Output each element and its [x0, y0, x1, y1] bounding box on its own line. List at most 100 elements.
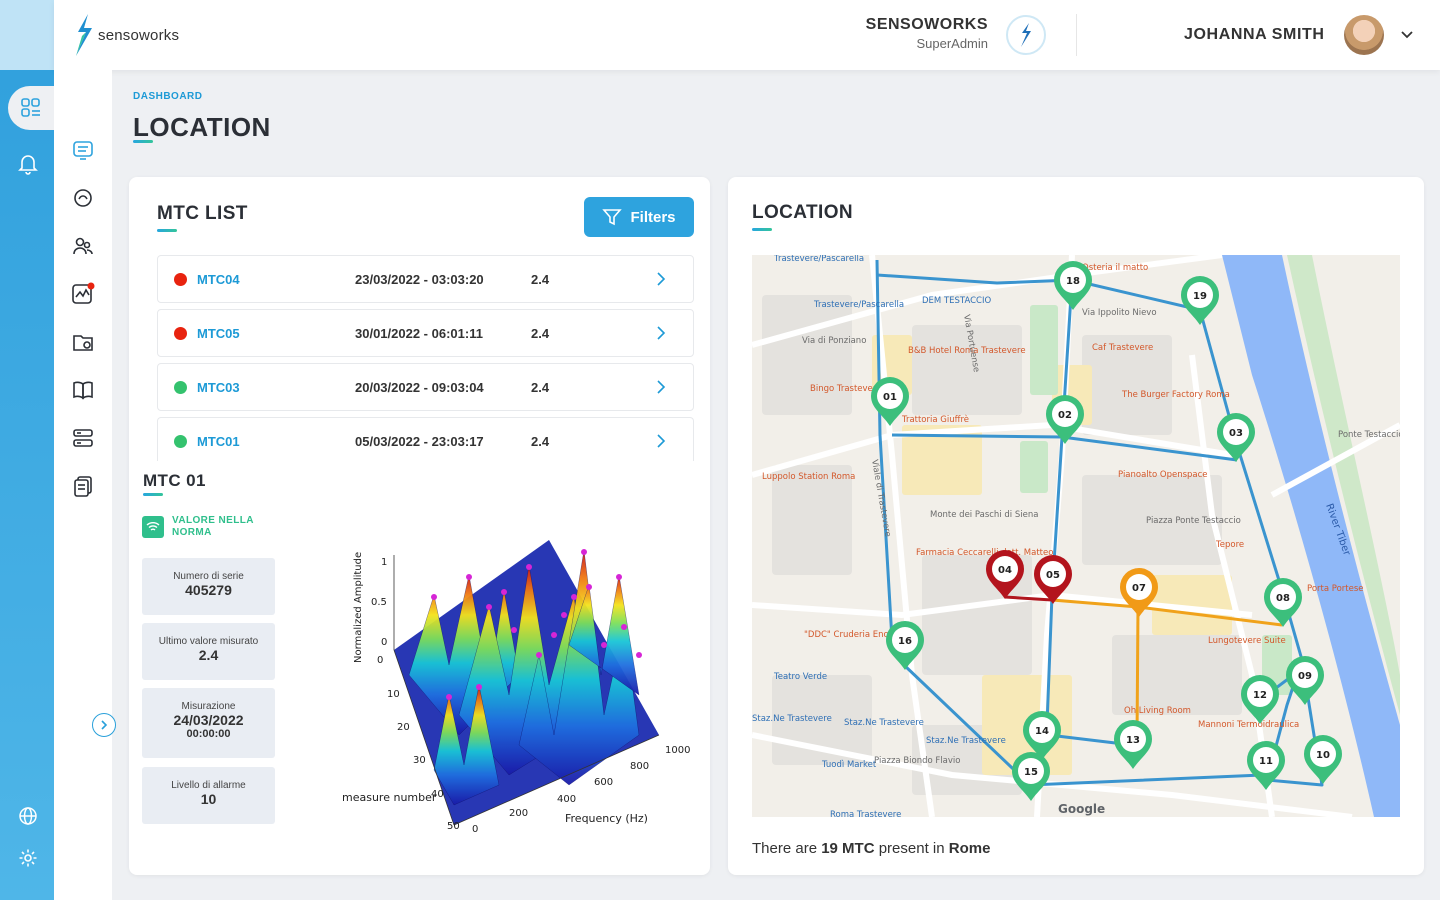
rail-top-area: [0, 0, 54, 70]
sidebar-item-analytics[interactable]: [71, 282, 95, 306]
notifications-nav-button[interactable]: [16, 152, 40, 176]
map-pin-08[interactable]: 08: [1264, 578, 1302, 627]
map-pin-12[interactable]: 12: [1241, 675, 1279, 724]
chevron-right-icon: [657, 326, 666, 340]
map-pin-04[interactable]: 04: [986, 550, 1024, 599]
map-place-label: Osteria il matto: [1082, 263, 1148, 273]
organization-badge[interactable]: [1006, 15, 1046, 55]
chevron-right-icon: [101, 720, 108, 730]
user-name[interactable]: JOHANNA SMITH: [1184, 26, 1325, 43]
map-pin-label: 08: [1276, 593, 1290, 604]
plot-ylabel: Normalized Amplitude: [353, 552, 364, 663]
map-place-label: Tepore: [1215, 540, 1244, 550]
list-item[interactable]: MTC05 30/01/2022 - 06:01:11 2.4: [157, 309, 694, 357]
mtc-list-underline: [157, 229, 177, 232]
map-canvas[interactable]: Trastevere/Pascarella Trastevere/Pascarel…: [752, 255, 1400, 817]
list-item[interactable]: MTC03 20/03/2022 - 09:03:04 2.4: [157, 363, 694, 411]
map-view[interactable]: Trastevere/Pascarella Trastevere/Pascarel…: [752, 255, 1400, 817]
map-pin-09[interactable]: 09: [1286, 656, 1324, 705]
sidebar-item-docs[interactable]: [71, 378, 95, 402]
map-place-label: Farmacia Ceccarelli dott. Matteo: [916, 548, 1053, 558]
title-underline: [133, 140, 153, 143]
gear-icon: [19, 849, 37, 867]
breadcrumb[interactable]: DASHBOARD: [133, 91, 203, 102]
sidebar-item-folders[interactable]: [71, 330, 95, 354]
dashboard-nav-button[interactable]: [8, 86, 54, 130]
list-item[interactable]: MTC01 05/03/2022 - 23:03:17 2.4: [157, 417, 694, 461]
map-place-label: The Burger Factory Roma: [1121, 390, 1230, 400]
map-pin-07[interactable]: 07: [1120, 568, 1158, 617]
filters-button[interactable]: Filters: [584, 197, 694, 237]
map-pin-16[interactable]: 16: [886, 620, 924, 670]
map-pin-label: 11: [1259, 756, 1273, 767]
measure-tick: 20: [397, 722, 410, 733]
status-dot: [174, 381, 187, 394]
chevron-right-icon: [657, 434, 666, 448]
chevron-down-icon: [1401, 31, 1413, 39]
sidebar-item-reports[interactable]: [71, 474, 95, 498]
map-pin-label: 05: [1046, 570, 1060, 581]
language-nav-button[interactable]: [16, 804, 40, 828]
list-item[interactable]: MTC04 23/03/2022 - 03:03:20 2.4: [157, 255, 694, 303]
map-pin-15[interactable]: 15: [1012, 752, 1050, 801]
map-place-label: Lungotevere Suite: [1208, 636, 1286, 646]
location-title: LOCATION: [752, 202, 854, 223]
mtc-name: MTC05: [197, 326, 240, 341]
settings-nav-button[interactable]: [16, 846, 40, 870]
map-place-label: Tuodì Market: [821, 760, 877, 770]
location-card: LOCATION: [728, 177, 1424, 875]
sidebar-item-monitor[interactable]: [71, 138, 95, 162]
measure-tick: 0: [377, 655, 383, 666]
sidebar-item-users[interactable]: [71, 234, 95, 258]
map-pin-05[interactable]: 05: [1034, 555, 1072, 604]
sidebar-item-servers[interactable]: [71, 426, 95, 450]
status-text: VALORE NELLA NORMA: [172, 515, 254, 538]
map-pin-label: 16: [898, 636, 912, 647]
mtc-date: 23/03/2022 - 03:03:20: [355, 272, 484, 287]
map-place-label: Mannoni Termoidraulica: [1198, 720, 1299, 730]
detail-title: MTC 01: [143, 471, 206, 490]
mtc-name: MTC03: [197, 380, 240, 395]
map-summary: There are 19 MTC present in Rome: [752, 840, 990, 857]
status-dot: [174, 435, 187, 448]
mtc-name: MTC04: [197, 272, 240, 287]
map-place-label: B&B Hotel Roma Trastevere: [908, 346, 1026, 356]
map-pin-13[interactable]: 13: [1114, 720, 1152, 769]
avatar[interactable]: [1344, 15, 1384, 55]
map-place-label: Bingo Trastevere: [810, 384, 881, 394]
status-dot: [174, 273, 187, 286]
map-pin-14[interactable]: 14: [1023, 711, 1061, 760]
map-pin-label: 12: [1253, 690, 1267, 701]
organization-role: SuperAdmin: [916, 36, 988, 51]
map-pin-label: 09: [1298, 671, 1312, 682]
map-pin-02[interactable]: 02: [1046, 395, 1084, 444]
map-pin-11[interactable]: 11: [1247, 741, 1285, 790]
map-place-label: Google: [1058, 802, 1105, 816]
measurement-box: Misurazione 24/03/2022 00:00:00: [142, 688, 275, 758]
map-pin-label: 02: [1058, 410, 1072, 421]
map-pin-label: 15: [1024, 767, 1038, 778]
map-place-label: Luppolo Station Roma: [762, 472, 855, 482]
map-pin-19[interactable]: 19: [1181, 276, 1219, 325]
map-place-label: Trastevere/Pascarella: [773, 255, 864, 264]
top-header: sensoworks SENSOWORKS SuperAdmin JOHANNA…: [54, 0, 1440, 70]
amp-tick: 1: [381, 557, 387, 568]
mtc-name: MTC01: [197, 434, 240, 449]
map-pin-10[interactable]: 10: [1304, 735, 1342, 784]
amp-tick: 0.5: [371, 597, 387, 608]
stat-label: Misurazione: [181, 701, 236, 712]
map-pin-01[interactable]: 01: [871, 377, 909, 426]
user-menu-toggle[interactable]: [1400, 27, 1414, 46]
chevron-right-icon: [657, 272, 666, 286]
expand-sidebar-button[interactable]: [92, 713, 116, 737]
map-pin-label: 07: [1132, 583, 1146, 594]
documents-icon: [74, 476, 92, 497]
map-pin-18[interactable]: 18: [1054, 261, 1092, 310]
sidebar-item-structures[interactable]: [71, 186, 95, 210]
summary-city: Rome: [948, 840, 991, 857]
map-pin-03[interactable]: 03: [1217, 413, 1255, 462]
plot-xlabel: Frequency (Hz): [565, 812, 648, 825]
stat-value: 10: [200, 791, 217, 807]
brand-logo[interactable]: sensoworks: [74, 14, 179, 56]
globe-icon: [19, 807, 37, 825]
